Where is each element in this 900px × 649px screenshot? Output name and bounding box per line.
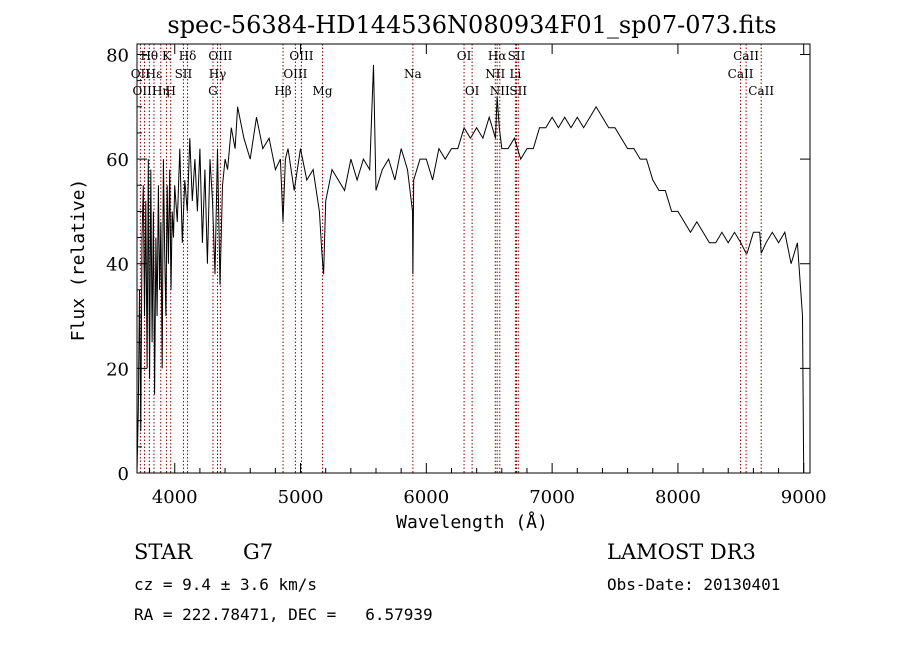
plot-frame <box>136 43 811 474</box>
spectral-line-label: K <box>162 49 172 63</box>
spectral-line-label: CaII <box>748 84 774 98</box>
x-tick-label: 7000 <box>529 487 575 508</box>
spectral-line-label: CaII <box>733 49 759 63</box>
coordinates: RA = 222.78471, DEC = 6.57939 <box>134 605 433 624</box>
x-axis-label: Wavelength (Å) <box>396 511 548 533</box>
object-subclass: G7 <box>243 540 274 564</box>
spectral-line-label: Hθ <box>140 49 158 63</box>
spectral-line-label: OI <box>465 84 480 98</box>
spectral-line-label: OIII <box>289 49 313 63</box>
spectral-line-label: NII <box>485 67 505 81</box>
y-tick-label: 0 <box>118 464 129 485</box>
spectral-line-label: Hδ <box>179 49 197 63</box>
y-tick-label: 60 <box>106 150 129 171</box>
x-tick-label: 5000 <box>278 487 324 508</box>
spectral-line-label: SII <box>509 84 527 98</box>
y-tick-label: 80 <box>106 45 129 66</box>
spectral-line-label: H <box>165 84 175 98</box>
spectral-line-label: CaII <box>728 67 754 81</box>
object-class: STAR <box>134 540 193 564</box>
y-tick-label: 40 <box>106 255 129 276</box>
spectral-line-label: Na <box>404 67 422 81</box>
y-tick-label: 20 <box>106 359 129 380</box>
spectral-line-label: OIII <box>208 49 232 63</box>
spectral-line-label: Hε <box>146 67 163 81</box>
spectral-line-label: Hα <box>488 49 507 63</box>
spectral-line-label: Hγ <box>209 67 227 81</box>
x-tick-label: 4000 <box>152 487 198 508</box>
observation-date: Obs-Date: 20130401 <box>607 575 781 594</box>
x-tick-label: 8000 <box>655 487 701 508</box>
x-tick-label: 9000 <box>781 487 827 508</box>
spectral-line-label: Mg <box>313 84 333 98</box>
x-tick-label: 6000 <box>403 487 449 508</box>
chart-title: spec-56384-HD144536N080934F01_sp07-073.f… <box>167 11 776 39</box>
y-axis-ticks: 0 20 40 60 80 <box>106 45 810 485</box>
spectral-line-label: NII <box>490 84 510 98</box>
spectral-line-label: Li <box>509 67 521 81</box>
redshift-cz: cz = 9.4 ± 3.6 km/s <box>134 575 318 594</box>
spectral-line-label: G <box>208 84 218 98</box>
spectral-line-label: SII <box>508 49 526 63</box>
spectral-line-label: OIII <box>283 67 307 81</box>
spectral-line-label: Hβ <box>274 84 291 98</box>
survey-name: LAMOST DR3 <box>607 540 756 564</box>
spectral-line-label: SII <box>175 67 193 81</box>
spectral-line-label: OI <box>457 49 472 63</box>
flux-series-line <box>136 64 805 474</box>
x-axis-ticks: 4000 5000 6000 7000 8000 9000 <box>149 44 827 508</box>
spectral-line-label: Hη <box>152 84 170 98</box>
spectral-line-markers <box>139 44 762 473</box>
spectral-line-label: OIII <box>133 84 157 98</box>
y-axis-label: Flux (relative) <box>68 179 89 342</box>
spectral-line-label: OII <box>131 67 151 81</box>
